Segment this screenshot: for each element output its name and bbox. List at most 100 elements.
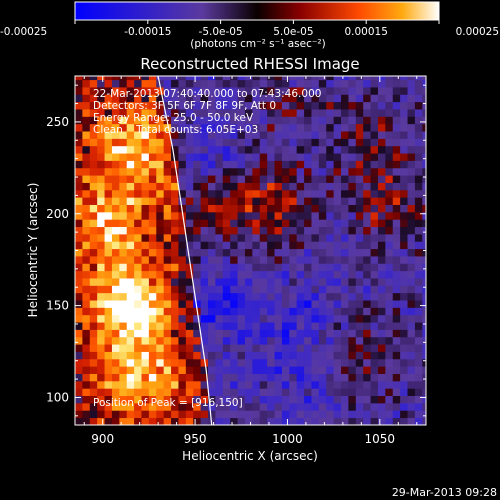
heatmap-cell (111, 233, 120, 242)
heatmap-cell (163, 256, 172, 264)
heatmap-cell (185, 219, 194, 228)
heatmap-cell (296, 373, 305, 382)
heatmap-cell (363, 395, 371, 404)
heatmap-cell (377, 153, 386, 161)
heatmap-cell (407, 153, 416, 161)
heatmap-cell (422, 307, 426, 316)
heatmap-cell (185, 388, 194, 397)
heatmap-cell (193, 336, 202, 345)
heatmap-cell (215, 204, 224, 213)
heatmap-cell (333, 189, 342, 198)
heatmap-cell (171, 204, 179, 213)
heatmap-cell (289, 123, 298, 132)
heatmap-cell (363, 256, 371, 264)
heatmap-cell (355, 402, 364, 411)
heatmap-cell (333, 145, 342, 154)
heatmap-cell (363, 153, 371, 161)
heatmap-cell (296, 351, 305, 360)
heatmap-cell (318, 322, 327, 330)
heatmap-cell (75, 153, 83, 161)
heatmap-cell (370, 167, 379, 176)
heatmap-cell (104, 285, 113, 294)
heatmap-cell (148, 410, 157, 419)
heatmap-cell (178, 145, 187, 154)
heatmap-cell (75, 256, 83, 264)
heatmap-cell (252, 211, 261, 220)
heatmap-cell (304, 167, 312, 176)
x-tick-label: 1050 (365, 432, 396, 446)
colorbar-tick-label: -0.00025 (0, 26, 47, 38)
heatmap-cell (75, 109, 83, 117)
heatmap-cell (304, 329, 312, 338)
heatmap-cell (148, 270, 157, 279)
heatmap-cell (141, 175, 150, 183)
heatmap-cell (141, 351, 150, 360)
heatmap-cell (82, 101, 91, 110)
heatmap-cell (119, 204, 128, 213)
heatmap-cell (126, 153, 135, 161)
heatmap-cell (215, 87, 224, 95)
heatmap-cell (422, 182, 426, 191)
heatmap-cell (289, 153, 298, 161)
heatmap-cell (89, 153, 98, 161)
heatmap-cell (348, 79, 357, 88)
heatmap-cell (318, 94, 327, 103)
heatmap-cell (222, 410, 231, 419)
heatmap-cell (311, 116, 320, 125)
heatmap-cell (82, 153, 91, 161)
heatmap-cell (355, 182, 364, 191)
heatmap-cell (326, 109, 335, 117)
heatmap-cell (252, 123, 261, 132)
heatmap-cell (244, 285, 253, 294)
heatmap-cell (422, 160, 426, 169)
heatmap-cell (134, 109, 142, 117)
heatmap-cell (407, 278, 416, 286)
heatmap-cell (163, 138, 172, 147)
heatmap-cell (304, 410, 312, 419)
heatmap-cell (134, 336, 142, 345)
heatmap-cell (237, 263, 246, 272)
heatmap-cell (341, 182, 349, 191)
heatmap-cell (141, 336, 150, 345)
heatmap-cell (163, 263, 172, 272)
heatmap-cell (304, 189, 312, 198)
heatmap-cell (82, 285, 91, 294)
heatmap-cell (304, 87, 312, 95)
heatmap-cell (193, 248, 202, 257)
heatmap-cell (363, 160, 371, 169)
heatmap-cell (200, 285, 209, 294)
heatmap-cell (296, 241, 305, 250)
heatmap-cell (363, 300, 371, 308)
heatmap-cell (267, 336, 275, 345)
heatmap-cell (341, 153, 349, 161)
heatmap-cell (407, 204, 416, 213)
heatmap-cell (237, 197, 246, 205)
heatmap-cell (134, 388, 142, 397)
heatmap-cell (193, 167, 202, 176)
heatmap-cell (215, 322, 224, 330)
heatmap-cell (89, 402, 98, 411)
heatmap-cell (208, 300, 216, 308)
heatmap-cell (407, 373, 416, 382)
heatmap-cell (311, 182, 320, 191)
heatmap-cell (296, 211, 305, 220)
heatmap-cell (326, 204, 335, 213)
heatmap-cell (104, 182, 113, 191)
heatmap-cell (311, 138, 320, 147)
heatmap-cell (141, 219, 150, 228)
heatmap-cell (82, 329, 91, 338)
heatmap-cell (200, 233, 209, 242)
heatmap-cell (156, 300, 165, 308)
heatmap-cell (326, 226, 335, 235)
heatmap-cell (75, 79, 83, 88)
heatmap-cell (259, 109, 268, 117)
heatmap-cell (392, 189, 401, 198)
heatmap-cell (422, 153, 426, 161)
heatmap-cell (156, 233, 165, 242)
heatmap-cell (377, 366, 386, 374)
heatmap-cell (148, 226, 157, 235)
heatmap-cell (414, 351, 423, 360)
heatmap-cell (119, 138, 128, 147)
x-tick-label: 950 (184, 432, 207, 446)
heatmap-cell (111, 138, 120, 147)
